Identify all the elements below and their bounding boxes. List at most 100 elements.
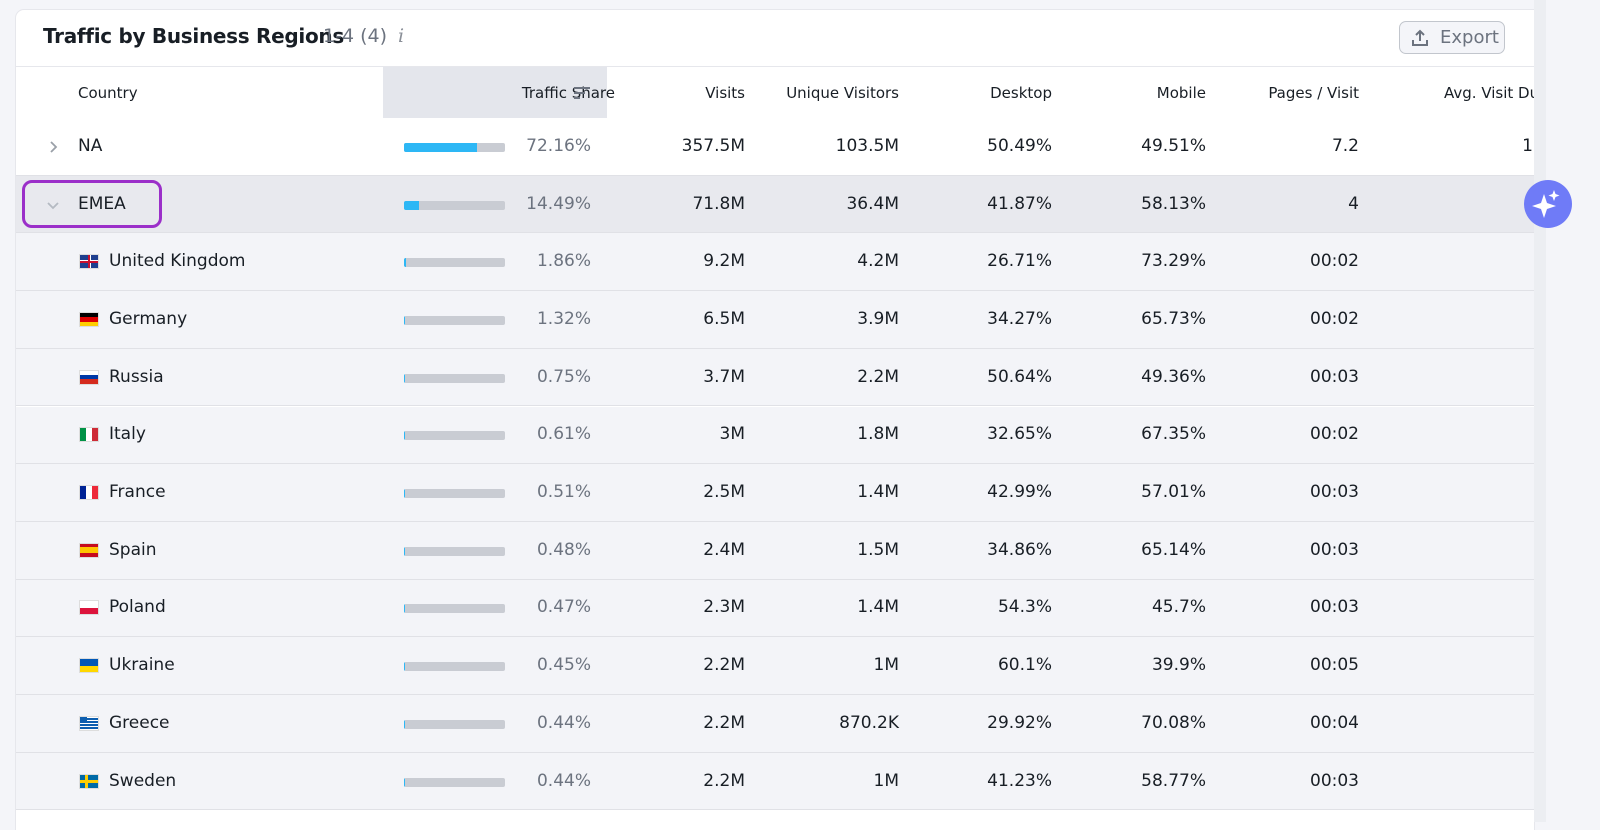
traffic-share: 1.32% xyxy=(537,309,591,329)
pages-visit: 00:02 xyxy=(1310,424,1359,444)
visits: 6.5M xyxy=(703,309,745,329)
share-bar xyxy=(404,489,405,498)
unique-visitors: 36.4M xyxy=(846,194,899,214)
column-header: Visits xyxy=(705,84,745,102)
flag-stripe xyxy=(80,666,98,673)
column-header: Pages / Visit xyxy=(1268,84,1359,102)
country-flag xyxy=(80,371,98,384)
country-name: NA xyxy=(78,136,102,156)
visits: 2.3M xyxy=(703,597,745,617)
country-name: Ukraine xyxy=(109,655,175,675)
column-header: Avg. Visit Du xyxy=(1444,84,1534,102)
unique-visitors: 103.5M xyxy=(836,136,899,156)
country-flag xyxy=(80,486,98,499)
share-bar-track xyxy=(404,143,505,152)
traffic-share: 14.49% xyxy=(526,194,591,214)
export-button[interactable]: Export xyxy=(1399,21,1505,54)
share-bar-track xyxy=(404,374,505,383)
flag-stripe xyxy=(80,780,98,783)
mobile: 39.9% xyxy=(1152,655,1206,675)
pages-visit: 00:04 xyxy=(1310,713,1359,733)
flag-stripe xyxy=(80,486,86,499)
unique-visitors: 1.8M xyxy=(857,424,899,444)
flag-stripe xyxy=(80,724,98,726)
card: Traffic by Business Regions 1-4 (4) i Ex… xyxy=(16,10,1534,830)
column-header: Unique Visitors xyxy=(786,84,899,102)
share-bar-track xyxy=(404,547,505,556)
share-bar xyxy=(404,431,405,440)
traffic-share: 0.51% xyxy=(537,482,591,502)
flag-stripe xyxy=(92,486,98,499)
share-bar-track xyxy=(404,489,505,498)
flag-stripe xyxy=(80,547,98,553)
traffic-share: 0.45% xyxy=(537,655,591,675)
traffic-share: 1.86% xyxy=(537,251,591,271)
unique-visitors: 870.2K xyxy=(839,713,899,733)
expand-toggle[interactable] xyxy=(46,140,60,154)
country-flag xyxy=(80,544,98,557)
country-flag xyxy=(80,659,98,672)
country-flag xyxy=(80,601,98,614)
country-name: Greece xyxy=(109,713,170,733)
mobile: 45.7% xyxy=(1152,597,1206,617)
avg-visit-duration: 1 xyxy=(1522,136,1533,156)
unique-visitors: 3.9M xyxy=(857,309,899,329)
share-bar xyxy=(404,258,406,267)
pages-visit: 00:05 xyxy=(1310,655,1359,675)
desktop: 60.1% xyxy=(998,655,1052,675)
visits: 71.8M xyxy=(692,194,745,214)
share-bar-track xyxy=(404,201,505,210)
share-bar xyxy=(404,316,405,325)
pages-visit: 00:02 xyxy=(1310,309,1359,329)
desktop: 41.87% xyxy=(987,194,1052,214)
info-icon[interactable]: i xyxy=(398,25,404,47)
flag-stripe xyxy=(92,428,98,441)
traffic-share: 72.16% xyxy=(526,136,591,156)
unique-visitors: 1M xyxy=(874,771,899,791)
export-icon xyxy=(1410,28,1430,48)
sort-icon[interactable] xyxy=(573,86,591,100)
country-name: Sweden xyxy=(109,771,176,791)
ai-icon xyxy=(1524,180,1572,228)
desktop: 26.71% xyxy=(987,251,1052,271)
scrollbar xyxy=(1534,0,1546,822)
share-bar xyxy=(404,143,477,152)
visits: 2.2M xyxy=(703,655,745,675)
unique-visitors: 4.2M xyxy=(857,251,899,271)
unique-visitors: 1.4M xyxy=(857,482,899,502)
flag-stripe xyxy=(80,428,86,441)
share-bar-track xyxy=(404,431,505,440)
country-flag xyxy=(80,428,98,441)
share-bar-track xyxy=(404,778,505,787)
visits: 9.2M xyxy=(703,251,745,271)
desktop: 50.64% xyxy=(987,367,1052,387)
mobile: 65.14% xyxy=(1141,540,1206,560)
desktop: 41.23% xyxy=(987,771,1052,791)
ai-button[interactable] xyxy=(1524,180,1572,228)
share-bar-track xyxy=(404,258,505,267)
country-name: Russia xyxy=(109,367,164,387)
traffic-share: 0.44% xyxy=(537,713,591,733)
desktop: 50.49% xyxy=(987,136,1052,156)
traffic-share: 0.48% xyxy=(537,540,591,560)
country-name: Spain xyxy=(109,540,157,560)
pages-visit: 00:03 xyxy=(1310,482,1359,502)
unique-visitors: 1M xyxy=(874,655,899,675)
selection-outline xyxy=(22,180,162,228)
title: Traffic by Business Regions xyxy=(43,24,344,48)
unique-visitors: 2.2M xyxy=(857,367,899,387)
pages-visit: 00:03 xyxy=(1310,597,1359,617)
mobile: 73.29% xyxy=(1141,251,1206,271)
mobile: 57.01% xyxy=(1141,482,1206,502)
mobile: 70.08% xyxy=(1141,713,1206,733)
pages-visit: 00:03 xyxy=(1310,367,1359,387)
